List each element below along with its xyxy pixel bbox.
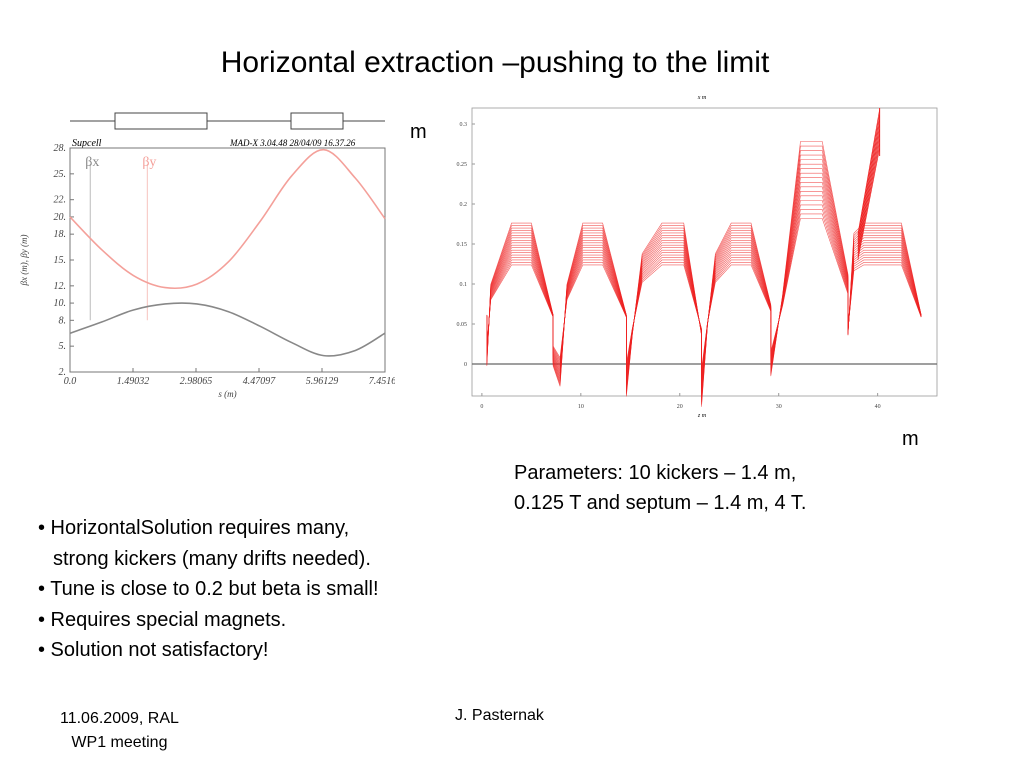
extracted-trajectory-line — [857, 123, 880, 245]
extracted-trajectory-line — [857, 138, 880, 254]
y-tick-label: 5. — [59, 341, 67, 352]
bullet-item: • HorizontalSolution requires many, stro… — [38, 513, 379, 574]
y-axis-label: βx (m), βy (m) — [19, 235, 29, 287]
y-tick-label: 12. — [54, 281, 67, 292]
bullet-item: • Solution not satisfactory! — [38, 635, 379, 666]
legend-entry: βx — [85, 155, 99, 170]
trajectory-x-axis-label: z m — [697, 413, 707, 419]
y-tick-label: 0.3 — [460, 122, 468, 128]
y-tick-label: 10. — [54, 298, 67, 309]
y-tick-label: 22. — [54, 195, 67, 206]
trajectory-line — [486, 141, 922, 407]
y-tick-label: 25. — [54, 169, 67, 180]
y-tick-label: 0.1 — [460, 282, 468, 288]
y-tick-label: 28. — [54, 143, 67, 154]
x-tick-label: 10 — [578, 404, 584, 410]
x-tick-label: 5.96129 — [306, 376, 339, 387]
bullet-line: strong kickers (many drifts needed). — [53, 547, 371, 570]
footer-date-line: 11.06.2009, RAL — [60, 710, 179, 727]
cell-label: Supcell — [72, 138, 102, 149]
extracted-trajectory-line — [857, 133, 880, 251]
x-tick-label: 4.47097 — [243, 376, 277, 387]
magnet-element-2 — [290, 112, 344, 130]
bullet-line: • HorizontalSolution requires many, — [38, 517, 350, 539]
x-axis-label: s (m) — [218, 389, 236, 399]
trajectory-chart-title: x m — [697, 95, 707, 101]
slide-title: Horizontal extraction –pushing to the li… — [220, 46, 770, 79]
magnet-element-1 — [114, 112, 208, 130]
legend-entry: βy — [142, 155, 156, 170]
footer-author: J. Pasternak — [455, 707, 544, 724]
x-tick-label: 2.98065 — [180, 376, 213, 387]
bullet-line: • Requires special magnets. — [38, 608, 287, 631]
trajectory-plot-area: 0 10 20 30 40 0 0.05 0.1 0.15 0.2 0.25 0.3 — [457, 107, 938, 410]
parameters-line: 0.125 T and septum – 1.4 m, 4 T. — [514, 492, 807, 514]
footer-date: 11.06.2009, RAL WP1 meeting — [60, 707, 179, 755]
y-tick-label: 0.2 — [460, 202, 468, 208]
y-unit-label: m — [410, 121, 427, 143]
x-tick-label: 30 — [776, 404, 782, 410]
x-tick-label: 1.49032 — [117, 376, 150, 387]
trajectory-plot-frame — [471, 107, 938, 397]
y-tick-label: 0.05 — [457, 322, 468, 328]
y-tick-label: 0.25 — [457, 162, 468, 168]
x-tick-label: 0 — [480, 404, 483, 410]
x-tick-label: 0.0 — [64, 376, 77, 387]
beta-plot-area: 0.0 1.49032 2.98065 4.47097 5.96129 7.45162 2.… — [19, 143, 395, 399]
footer-meeting-line: WP1 meeting — [71, 734, 168, 751]
x-unit-label: m — [902, 428, 919, 450]
parameters-line: Parameters: 10 kickers – 1.4 m, — [514, 462, 797, 484]
extracted-trajectory-line — [857, 143, 880, 257]
y-tick-label: 2. — [59, 367, 67, 378]
trajectory-chart: x m 0 10 20 30 40 0 0.05 0.1 0.15 0.2 0.25 0.3 z m — [457, 95, 938, 419]
beta-function-chart: Supcell MAD-X 3.04.48 28/04/09 16.37.26 … — [19, 112, 395, 399]
beta-series-line — [69, 148, 386, 290]
extracted-trajectory-line — [857, 119, 880, 241]
bullet-item: • Tune is close to 0.2 but beta is small… — [38, 574, 379, 605]
x-tick-label: 40 — [875, 404, 881, 410]
bullet-line: • Solution not satisfactory! — [38, 639, 269, 661]
bullet-item: • Requires special magnets. — [38, 605, 379, 636]
extracted-trajectory-line — [857, 114, 880, 238]
extracted-trajectory-line — [857, 147, 880, 261]
y-tick-label: 8. — [59, 315, 67, 326]
beta-series-line — [69, 302, 386, 357]
y-tick-label: 0 — [464, 362, 467, 368]
beta-plot-frame — [69, 147, 386, 373]
bullet-list: • HorizontalSolution requires many, stro… — [38, 513, 379, 666]
parameters-text: Parameters: 10 kickers – 1.4 m, 0.125 T … — [514, 458, 806, 518]
trajectory-line — [486, 218, 922, 370]
y-tick-label: 0.15 — [457, 242, 468, 248]
bullet-line: • Tune is close to 0.2 but beta is small… — [38, 578, 379, 600]
y-tick-label: 20. — [54, 212, 67, 223]
y-tick-label: 18. — [54, 229, 67, 240]
program-header: MAD-X 3.04.48 28/04/09 16.37.26 — [229, 138, 356, 148]
extracted-trajectory-line — [857, 109, 880, 235]
x-tick-label: 20 — [677, 404, 683, 410]
x-tick-label: 7.45162 — [369, 376, 395, 387]
extracted-trajectory-line — [857, 128, 880, 248]
y-tick-label: 15. — [54, 255, 67, 266]
